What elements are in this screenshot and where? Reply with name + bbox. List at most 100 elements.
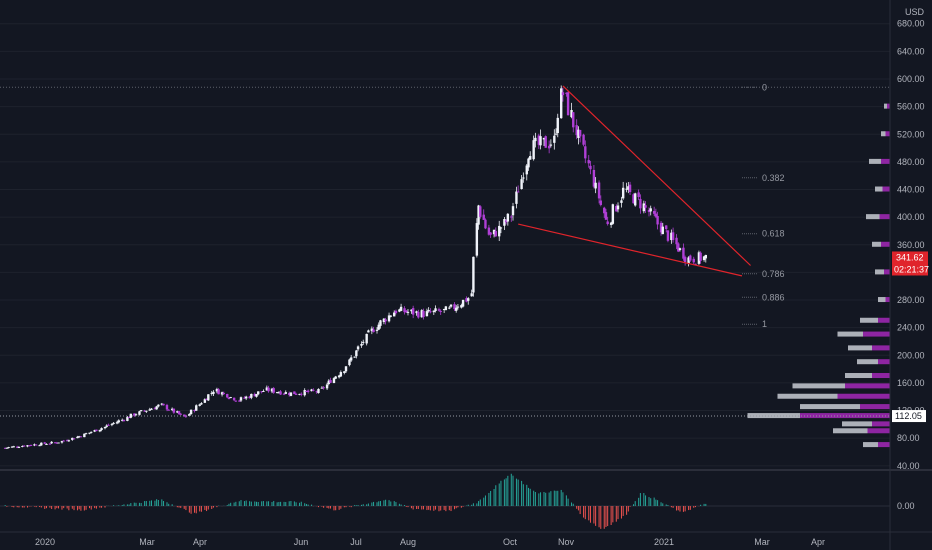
candle-body	[542, 137, 546, 140]
candle-body	[699, 252, 702, 261]
candle-body	[547, 145, 551, 149]
candle-body	[134, 414, 138, 416]
volume-profile-bar-purple	[845, 383, 890, 389]
candle-body	[527, 158, 530, 168]
candle-body	[625, 188, 628, 190]
candle-body	[661, 226, 664, 235]
fib-level-label: 0.382	[762, 173, 785, 183]
candle-body	[461, 299, 465, 307]
candle-body	[456, 306, 460, 308]
volume-profile-bar	[800, 404, 860, 410]
candle-body	[503, 219, 506, 226]
candle-body	[677, 243, 680, 252]
candle-body	[634, 193, 637, 206]
wedge-line-upper[interactable]	[562, 85, 751, 266]
candle-body	[702, 256, 706, 261]
volume-profile	[747, 103, 890, 448]
candle-body	[60, 440, 64, 443]
candle-body	[189, 409, 193, 415]
candle-body	[406, 311, 410, 313]
candle-body	[139, 410, 143, 412]
candle-body	[411, 308, 415, 315]
candle-body	[520, 179, 523, 190]
candle-body	[465, 298, 468, 302]
candle-body	[578, 129, 582, 137]
volume-profile-bar	[863, 442, 878, 448]
candle-body	[327, 380, 331, 384]
candle-body	[234, 400, 238, 402]
candle-body	[367, 330, 370, 333]
candle-body	[687, 257, 690, 264]
candle-body	[587, 160, 590, 164]
candle-body	[529, 156, 532, 160]
candle-body	[575, 125, 578, 136]
candle-body	[40, 442, 43, 446]
candle-body	[697, 252, 701, 264]
candle-body	[57, 442, 60, 444]
candle-body	[365, 333, 368, 344]
candle-body	[293, 391, 296, 395]
volume-profile-bar	[857, 359, 878, 365]
time-tick-label: Aug	[400, 537, 416, 547]
candle-body	[704, 254, 708, 259]
candle-body	[243, 397, 246, 399]
wedge-line-lower[interactable]	[518, 223, 743, 277]
candle-body	[10, 446, 14, 448]
time-tick-label: 2020	[35, 537, 55, 547]
candle-body	[267, 387, 270, 392]
candle-body	[260, 391, 263, 393]
volume-profile-bar	[878, 297, 886, 303]
volume-profile-bar	[777, 393, 838, 399]
candle-body	[475, 223, 479, 256]
volume-profile-bar-purple	[878, 359, 890, 365]
candle-body	[644, 205, 647, 208]
candle-body	[671, 232, 675, 240]
volume-profile-bar	[833, 428, 868, 434]
candle-body	[515, 191, 518, 204]
candle-body	[282, 393, 286, 395]
candle-body	[172, 408, 176, 413]
candle-body	[95, 429, 98, 432]
candle-body	[270, 388, 274, 392]
candle-body	[467, 298, 470, 301]
price-tick-label: 480.00	[897, 157, 925, 167]
time-tick-label: Jun	[294, 537, 309, 547]
candle-body	[534, 137, 537, 142]
candle-body	[642, 203, 646, 212]
candle-body	[389, 315, 392, 317]
candle-body	[303, 390, 306, 396]
price-tick-label: 400.00	[897, 212, 925, 222]
fib-retracement[interactable]: 0 0.382 0.618 0.786 0.886 1	[0, 82, 890, 329]
candle-body	[499, 227, 503, 229]
candle-body	[370, 328, 374, 332]
candle-body	[179, 413, 182, 415]
volume-profile-bar	[860, 317, 878, 323]
candle-body	[470, 293, 473, 297]
candle-body	[444, 306, 448, 311]
volume-profile-bar	[837, 331, 863, 337]
candle-body	[77, 436, 81, 438]
candle-body	[21, 446, 24, 448]
candle-body	[427, 310, 430, 312]
candle-body	[93, 430, 96, 432]
falling-wedge[interactable]	[518, 85, 751, 277]
candle-body	[310, 389, 313, 392]
candle-body	[649, 208, 652, 212]
candle-body	[315, 391, 318, 393]
candle-body	[212, 391, 215, 394]
candle-body	[157, 404, 160, 407]
candle-body	[553, 135, 556, 143]
candle-body	[544, 136, 547, 148]
candle-body	[654, 213, 658, 217]
candle-body	[65, 440, 69, 442]
candle-body	[393, 312, 396, 317]
candle-body	[16, 446, 19, 448]
candle-body	[312, 389, 315, 391]
candle-body	[398, 309, 401, 312]
price-tick-label: 240.00	[897, 323, 925, 333]
candle-body	[670, 232, 673, 241]
volume-profile-bar-purple	[800, 413, 890, 419]
candle-body	[34, 444, 38, 446]
time-tick-label: Apr	[193, 537, 207, 547]
